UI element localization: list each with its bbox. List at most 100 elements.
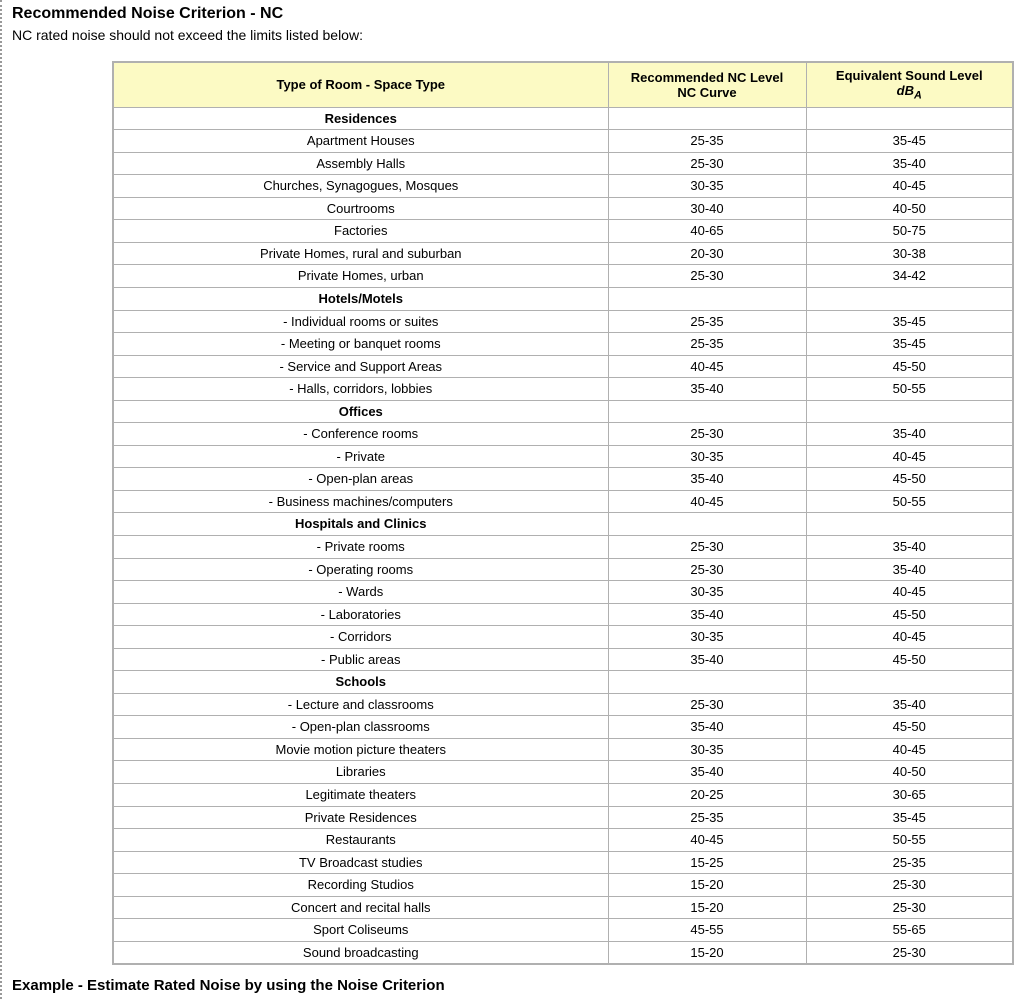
cell-nc: 25-30 [608, 423, 806, 446]
cell-db: 25-30 [806, 874, 1013, 897]
table-row: Private Residences25-3535-45 [113, 806, 1013, 829]
cell-room: - Open-plan classrooms [113, 716, 608, 739]
table-row: - Operating rooms25-3035-40 [113, 558, 1013, 581]
col-room-type: Type of Room - Space Type [113, 62, 608, 107]
cell-nc: 25-35 [608, 130, 806, 153]
cell-room: Private Homes, rural and suburban [113, 242, 608, 265]
cell-nc: 30-35 [608, 445, 806, 468]
cell-db: 35-40 [806, 152, 1013, 175]
cell-db: 30-65 [806, 784, 1013, 807]
cell-room: - Open-plan areas [113, 468, 608, 491]
cell-db: 40-45 [806, 581, 1013, 604]
cell-nc: 35-40 [608, 468, 806, 491]
table-row: Factories40-6550-75 [113, 220, 1013, 243]
cell-nc: 30-35 [608, 626, 806, 649]
cell-room: - Laboratories [113, 603, 608, 626]
table-row: Assembly Halls25-3035-40 [113, 152, 1013, 175]
cell-nc: 25-35 [608, 333, 806, 356]
cell-db: 35-45 [806, 333, 1013, 356]
table-row: Hotels/Motels [113, 287, 1013, 310]
table-row: Movie motion picture theaters30-3540-45 [113, 738, 1013, 761]
table-row: - Public areas35-4045-50 [113, 648, 1013, 671]
cell-nc: 25-30 [608, 693, 806, 716]
section-label: Offices [113, 400, 608, 423]
cell-room: - Lecture and classrooms [113, 693, 608, 716]
cell-db: 50-55 [806, 378, 1013, 401]
cell-db: 35-40 [806, 558, 1013, 581]
table-row: Churches, Synagogues, Mosques30-3540-45 [113, 175, 1013, 198]
cell-nc [608, 400, 806, 423]
cell-nc: 45-55 [608, 919, 806, 942]
table-row: Sport Coliseums45-5555-65 [113, 919, 1013, 942]
table-row: Recording Studios15-2025-30 [113, 874, 1013, 897]
cell-db: 25-30 [806, 896, 1013, 919]
nc-table: Type of Room - Space Type Recommended NC… [112, 61, 1014, 965]
cell-db: 40-50 [806, 197, 1013, 220]
cell-db: 35-45 [806, 310, 1013, 333]
cell-nc: 30-35 [608, 738, 806, 761]
cell-nc: 35-40 [608, 648, 806, 671]
cell-nc: 40-65 [608, 220, 806, 243]
cell-db: 40-45 [806, 738, 1013, 761]
cell-db: 30-38 [806, 242, 1013, 265]
cell-db: 40-45 [806, 175, 1013, 198]
cell-nc: 15-20 [608, 874, 806, 897]
cell-room: - Public areas [113, 648, 608, 671]
cell-nc: 30-35 [608, 175, 806, 198]
cell-db: 45-50 [806, 716, 1013, 739]
cell-db: 55-65 [806, 919, 1013, 942]
table-row: Private Homes, urban25-3034-42 [113, 265, 1013, 288]
table-row: Private Homes, rural and suburban20-3030… [113, 242, 1013, 265]
cell-db: 25-35 [806, 851, 1013, 874]
cell-room: - Private [113, 445, 608, 468]
col-db-line2: dBA [815, 83, 1005, 102]
table-row: - Corridors30-3540-45 [113, 626, 1013, 649]
col-nc-level: Recommended NC Level NC Curve [608, 62, 806, 107]
content-region: Recommended Noise Criterion - NC NC rate… [0, 0, 1024, 999]
page-title: Recommended Noise Criterion - NC [12, 5, 1024, 23]
footer-heading: Example - Estimate Rated Noise by using … [12, 977, 1024, 994]
section-label: Hotels/Motels [113, 287, 608, 310]
table-row: TV Broadcast studies15-2525-35 [113, 851, 1013, 874]
cell-nc [608, 287, 806, 310]
cell-room: Courtrooms [113, 197, 608, 220]
table-row: - Private rooms25-3035-40 [113, 535, 1013, 558]
cell-room: Legitimate theaters [113, 784, 608, 807]
cell-room: Private Homes, urban [113, 265, 608, 288]
table-header-row: Type of Room - Space Type Recommended NC… [113, 62, 1013, 107]
table-row: Schools [113, 671, 1013, 694]
cell-nc: 25-30 [608, 558, 806, 581]
table-row: Restaurants40-4550-55 [113, 829, 1013, 852]
cell-db: 25-30 [806, 941, 1013, 964]
table-row: - Wards30-3540-45 [113, 581, 1013, 604]
cell-nc: 15-20 [608, 896, 806, 919]
cell-nc: 25-30 [608, 265, 806, 288]
cell-room: Movie motion picture theaters [113, 738, 608, 761]
col-nc-line1: Recommended NC Level [631, 70, 783, 85]
col-room-type-label: Type of Room - Space Type [276, 77, 445, 92]
cell-db [806, 671, 1013, 694]
table-row: Apartment Houses25-3535-45 [113, 130, 1013, 153]
cell-room: - Corridors [113, 626, 608, 649]
section-label: Schools [113, 671, 608, 694]
cell-room: Concert and recital halls [113, 896, 608, 919]
page-subtitle: NC rated noise should not exceed the lim… [12, 27, 1024, 43]
cell-room: Apartment Houses [113, 130, 608, 153]
table-row: - Open-plan areas35-4045-50 [113, 468, 1013, 491]
cell-nc [608, 513, 806, 536]
section-label: Residences [113, 107, 608, 130]
cell-db: 40-45 [806, 445, 1013, 468]
cell-nc: 35-40 [608, 716, 806, 739]
cell-room: Recording Studios [113, 874, 608, 897]
cell-nc: 30-35 [608, 581, 806, 604]
cell-db: 35-45 [806, 806, 1013, 829]
cell-db [806, 107, 1013, 130]
cell-nc: 20-30 [608, 242, 806, 265]
cell-nc: 25-30 [608, 152, 806, 175]
cell-room: Libraries [113, 761, 608, 784]
table-row: Residences [113, 107, 1013, 130]
cell-db: 45-50 [806, 355, 1013, 378]
table-row: - Meeting or banquet rooms25-3535-45 [113, 333, 1013, 356]
cell-db: 45-50 [806, 603, 1013, 626]
cell-nc: 40-45 [608, 355, 806, 378]
